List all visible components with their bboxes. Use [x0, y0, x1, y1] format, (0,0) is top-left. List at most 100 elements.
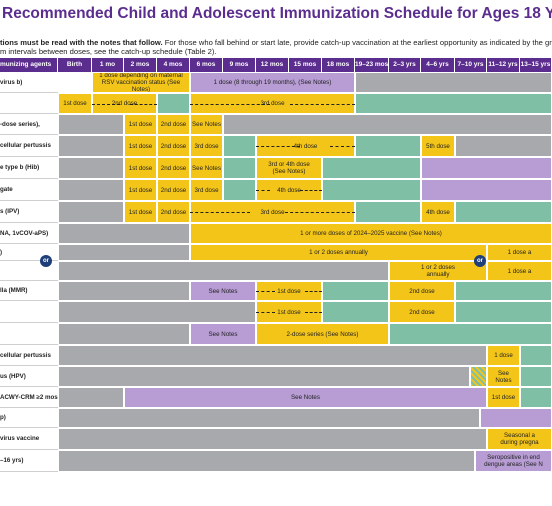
dose-label: 1st dose [128, 164, 153, 172]
schedule-bar [470, 366, 487, 387]
dose-bar: 2nd dose [389, 281, 455, 301]
dose-bar: 1st dose [124, 135, 157, 157]
dose-label: See Notes [208, 330, 238, 338]
dose-label: 1st dose [63, 100, 87, 107]
dose-bar: 3rd dose [190, 179, 223, 201]
range-connector [290, 103, 355, 105]
vaccine-label: cellular pertussis [0, 135, 58, 157]
dose-label: 2nd dose [409, 287, 435, 295]
schedule-bar [421, 179, 552, 201]
dose-bar: Seropositive in end dengue areas (See N [475, 450, 552, 472]
dose-label: See Notes [291, 394, 320, 401]
dose-label: 5th dose [426, 142, 450, 150]
vaccine-label [0, 323, 58, 345]
header-age-column: 11–12 yrs [487, 58, 520, 72]
instructions-note: tions must be read with the notes that f… [0, 28, 552, 58]
vaccine-label: -dose series), [0, 114, 58, 135]
header-age-column: 4 mos [157, 58, 190, 72]
dose-bar: 2nd dose [157, 201, 190, 223]
dose-label: Seasonal a during pregna [500, 432, 539, 446]
header-vaccine-column: munizing agents [0, 58, 58, 72]
note-bold: tions must be read with the notes that f… [0, 38, 163, 47]
dose-label: 2nd dose [160, 142, 187, 150]
schedule-bar [355, 201, 421, 223]
dose-label: 2nd dose [409, 308, 435, 316]
dose-label: 2nd dose [160, 121, 187, 128]
dose-bar: 3rd dose [190, 135, 223, 157]
vaccine-label: gate [0, 179, 58, 201]
dose-label: 1st dose [277, 308, 301, 316]
vaccine-label: NA, 1vCOV-aPS) [0, 223, 58, 244]
schedule-bar [455, 135, 552, 157]
range-connector [190, 212, 250, 213]
vaccine-label: s (IPV) [0, 201, 58, 223]
dose-bar: 1 or 2 doses annually [389, 261, 487, 281]
schedule-bar [58, 114, 124, 135]
schedule-bar [58, 428, 487, 450]
note-text: For those who fall behind or start late,… [162, 38, 552, 47]
vaccine-label: ) [0, 244, 58, 261]
dose-label: 1 dose a [507, 267, 532, 275]
header-age-column: Birth [58, 58, 92, 72]
schedule-bar [58, 223, 190, 244]
schedule-bar [322, 179, 421, 201]
schedule-bar [58, 201, 124, 223]
dose-label: 1 or 2 doses annually [420, 264, 456, 278]
dose-bar: 1 dose [487, 345, 520, 366]
dose-label: 1st dose [277, 287, 301, 295]
dose-bar: 1st dose [487, 387, 520, 408]
schedule-bar [58, 244, 190, 261]
vaccine-label: cellular pertussis [0, 345, 58, 366]
dose-label: 1st dose [491, 394, 516, 401]
dose-bar: 1st dose [124, 201, 157, 223]
vaccine-label: e type b (Hib) [0, 157, 58, 179]
dose-bar: 1st dose [124, 179, 157, 201]
schedule-bar [223, 114, 552, 135]
dose-label: 1 dose (8 through 19 months), (See Notes… [213, 79, 332, 86]
dose-bar: See Notes [190, 157, 223, 179]
dose-bar: 1 dose (8 through 19 months), (See Notes… [190, 72, 355, 93]
dose-label: 1st dose [128, 121, 153, 128]
dose-bar: 2nd dose [157, 114, 190, 135]
header-age-column: 9 mos [223, 58, 256, 72]
header-age-column: 15 mos [289, 58, 322, 72]
dose-bar: 5th dose [421, 135, 455, 157]
dose-label: 2nd dose [160, 186, 187, 194]
dose-bar: 2nd dose [157, 135, 190, 157]
header-age-column: 2–3 yrs [389, 58, 421, 72]
schedule-bar [322, 301, 389, 323]
range-connector [256, 190, 270, 191]
header-age-column: 19–23 mos [355, 58, 389, 72]
dose-bar: 2nd dose [389, 301, 455, 323]
dose-bar: 1st dose [124, 157, 157, 179]
schedule-bar [223, 135, 256, 157]
schedule-bar [58, 408, 480, 428]
schedule-bar [322, 281, 389, 301]
dose-bar: See Notes [487, 366, 520, 387]
or-badge: or [474, 255, 486, 267]
dose-bar: 1st dose [256, 301, 322, 323]
dose-label: 1st dose [128, 186, 153, 194]
schedule-bar [520, 345, 552, 366]
schedule-bar [58, 323, 190, 345]
dose-bar: 4th dose [421, 201, 455, 223]
dose-bar: 1 dose a [487, 244, 552, 261]
dose-label: 2nd dose [160, 164, 187, 172]
dose-label: 1 or more doses of 2024–2025 vaccine (Se… [300, 230, 442, 237]
range-connector [285, 212, 355, 213]
header-age-column: 6 mos [190, 58, 223, 72]
dose-bar: 1st dose [124, 114, 157, 135]
page-title: Recommended Child and Adolescent Immuniz… [2, 5, 552, 22]
schedule-bar [58, 450, 475, 472]
dose-label: 3rd dose [194, 186, 219, 194]
schedule-bar [58, 179, 124, 201]
vaccine-label: –16 yrs) [0, 450, 58, 472]
range-connector [256, 291, 275, 292]
schedule-bar [455, 301, 552, 323]
vaccine-label: lla (MMR) [0, 281, 58, 301]
schedule-bar [223, 179, 256, 201]
range-connector [256, 146, 300, 147]
dose-bar: 3rd or 4th dose (See Notes) [256, 157, 322, 179]
range-connector [130, 103, 157, 105]
dose-label: 3rd dose [260, 208, 285, 216]
